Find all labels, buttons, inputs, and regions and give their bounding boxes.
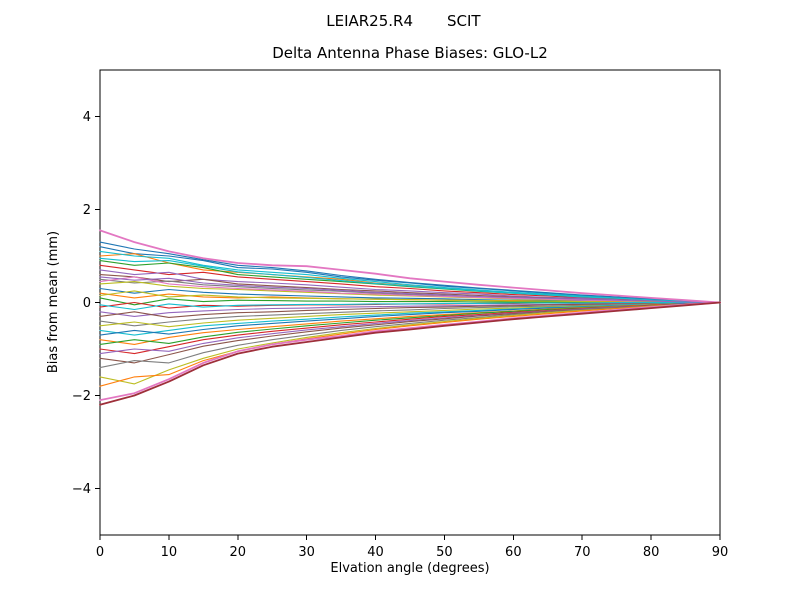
x-tick-label: 40 (367, 545, 384, 560)
series-line (99, 301, 721, 406)
x-tick-label: 70 (574, 545, 591, 560)
y-tick-label: 0 (83, 296, 91, 311)
y-axis-label: Bias from mean (mm) (46, 231, 61, 373)
y-tick-label: 4 (83, 110, 91, 125)
series-line (99, 276, 721, 304)
x-tick-label: 30 (298, 545, 315, 560)
x-tick-label: 0 (96, 545, 104, 560)
x-axis-label: Elvation angle (degrees) (330, 561, 489, 576)
ticks-layer: 0 10 20 30 40 50 60 70 80 90 −4 −2 0 2 4 (72, 110, 728, 560)
series-line (99, 241, 721, 304)
y-tick-label: 2 (83, 203, 91, 218)
y-tick-label: −2 (72, 389, 91, 404)
series-line (99, 301, 721, 327)
y-tick-label: −4 (72, 482, 91, 497)
series-line (99, 301, 721, 402)
x-tick-label: 60 (505, 545, 522, 560)
x-tick-label: 50 (436, 545, 453, 560)
series-layer (99, 229, 721, 406)
series-line (99, 301, 721, 311)
series-line (99, 229, 721, 304)
figure-title-right: SCIT (447, 12, 481, 30)
x-tick-label: 10 (161, 545, 178, 560)
x-tick-label: 20 (230, 545, 247, 560)
x-tick-label: 90 (712, 545, 729, 560)
series-line (99, 301, 721, 387)
figure-title-left: LEIAR25.R4 (326, 12, 413, 30)
series-line (99, 257, 721, 304)
chart-title: Delta Antenna Phase Biases: GLO-L2 (272, 44, 548, 62)
x-tick-label: 80 (643, 545, 660, 560)
